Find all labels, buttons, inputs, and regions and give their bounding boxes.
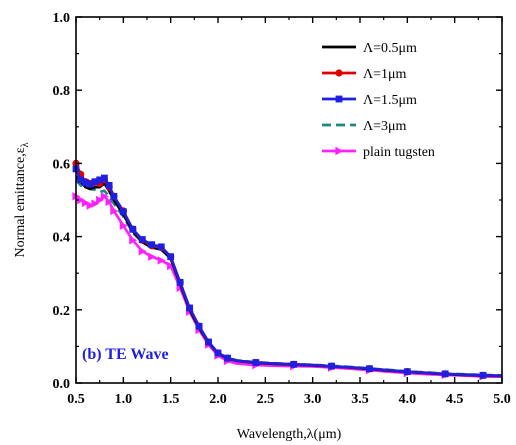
series-layer [72, 159, 503, 381]
legend-entry-2: Λ=1.5μm [322, 93, 417, 108]
y-axis-label-main: Normal emittance,ε [13, 147, 28, 257]
data-point [441, 370, 449, 378]
data-point [77, 195, 86, 205]
x-tick-label: 2.5 [257, 392, 275, 407]
x-tick-label: 1.0 [115, 392, 133, 407]
data-point [129, 225, 137, 233]
legend: Λ=0.5μm Λ=1μm Λ=1.5μm Λ=3μm plain tugsten [322, 41, 435, 160]
data-point [105, 197, 114, 207]
annotation-te-wave: (b) TE Wave [82, 346, 169, 363]
plot-frame [75, 16, 503, 384]
data-point [110, 192, 118, 200]
series-2 [72, 165, 503, 379]
data-point [157, 243, 165, 251]
data-point [157, 256, 166, 265]
data-point [479, 371, 487, 379]
legend-entry-1: Λ=1μm [322, 67, 407, 82]
y-tick-label: 0.8 [53, 84, 71, 99]
x-tick-label: 2.0 [209, 392, 227, 407]
y-tick-label: 1.0 [53, 11, 71, 26]
legend-entry-3: Λ=3μm [322, 119, 407, 134]
data-point [205, 338, 212, 346]
data-point [86, 180, 94, 188]
data-point [86, 201, 95, 210]
data-point [77, 176, 85, 184]
data-point [195, 322, 203, 330]
data-point [403, 368, 411, 376]
series-line [74, 168, 503, 377]
ticks-layer: 0.5 1.0 1.5 2.0 2.5 3.0 3.5 4.0 4.5 5.0 0.0 0.2 0.4 0… [53, 11, 511, 407]
y-tick-label: 0.6 [53, 157, 71, 172]
legend-marker [335, 146, 344, 156]
data-point [96, 195, 105, 205]
data-point [148, 241, 156, 249]
x-tick-label: 5.0 [493, 392, 511, 407]
data-point [148, 252, 157, 261]
series-line [74, 162, 503, 377]
data-point [167, 253, 175, 261]
data-point [105, 181, 113, 189]
x-tick-label: 4.0 [399, 392, 417, 407]
x-axis-label: Wavelength,λ(μm) [237, 427, 342, 442]
data-point [81, 198, 90, 208]
legend-entry-4: plain tugsten [322, 145, 435, 160]
data-point [138, 247, 147, 256]
data-point [176, 278, 184, 286]
data-point [252, 359, 260, 366]
data-point [290, 360, 298, 368]
data-point [101, 174, 108, 182]
data-point [91, 178, 99, 186]
data-point [366, 365, 373, 373]
legend-label: plain tugsten [363, 145, 435, 160]
y-axis-label: Normal emittance,ελ [13, 142, 31, 257]
data-point [214, 349, 222, 357]
data-point [100, 192, 109, 201]
data-point [82, 179, 89, 186]
data-point [224, 354, 231, 362]
legend-label: Λ=0.5μm [363, 41, 417, 56]
y-axis-label-sub: λ [20, 142, 31, 147]
data-point [328, 362, 335, 370]
legend-marker [335, 95, 343, 103]
legend-marker [335, 69, 343, 77]
data-point [110, 206, 119, 216]
x-tick-label: 0.5 [67, 392, 85, 407]
x-tick-label: 4.5 [446, 392, 464, 407]
legend-label: Λ=3μm [363, 119, 407, 134]
data-point [119, 208, 127, 216]
data-point [119, 221, 128, 230]
legend-entry-0: Λ=0.5μm [322, 41, 417, 56]
data-point [138, 236, 146, 243]
data-point [167, 261, 176, 271]
legend-label: Λ=1μm [363, 67, 407, 82]
data-point [186, 304, 193, 312]
data-point [129, 236, 138, 245]
x-tick-label: 3.5 [351, 392, 369, 407]
y-tick-label: 0.0 [53, 377, 71, 392]
x-tick-label: 3.0 [304, 392, 322, 407]
y-tick-label: 0.2 [53, 304, 71, 319]
data-point [91, 199, 100, 208]
x-tick-label: 1.5 [162, 392, 180, 407]
data-point [96, 176, 104, 184]
y-tick-label: 0.4 [53, 231, 71, 246]
legend-label: Λ=1.5μm [363, 93, 417, 108]
